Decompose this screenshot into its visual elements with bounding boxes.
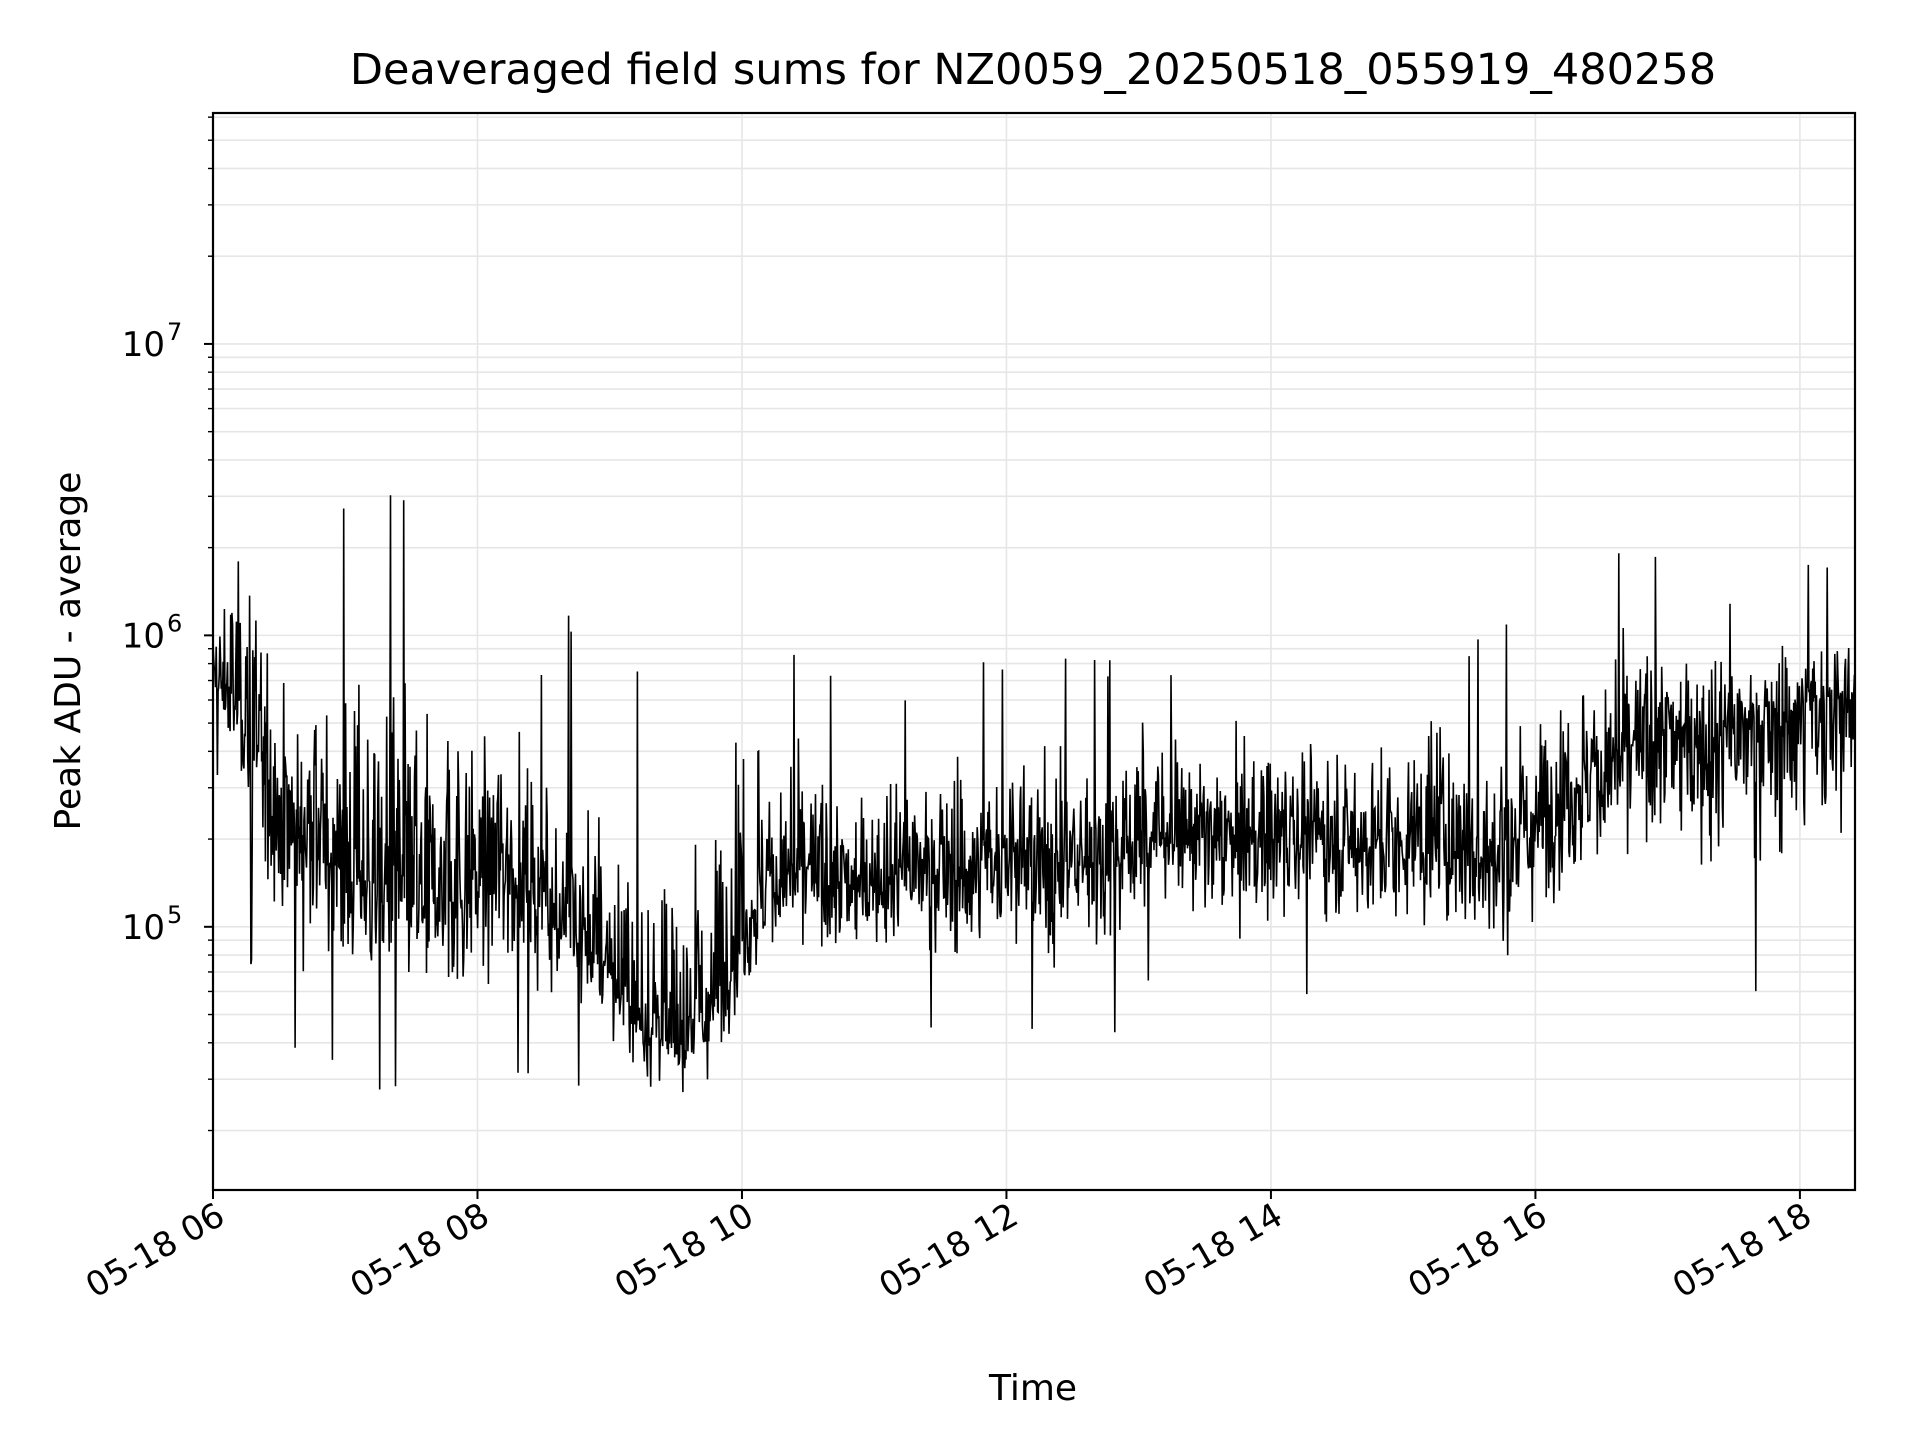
x-axis: 05-18 06 05-18 08 05-18 10 05-18 12 05-18 14…: [79, 1190, 1818, 1306]
x-tick-label: 05-18 06: [79, 1195, 231, 1306]
x-tick-label: 05-18 12: [873, 1195, 1025, 1306]
x-tick-label: 05-18 14: [1137, 1195, 1289, 1306]
x-tick-label: 05-18 18: [1666, 1195, 1818, 1306]
y-tick-label: 10 5: [122, 901, 183, 948]
y-tick-base: 10: [122, 616, 165, 656]
x-axis-label: Time: [988, 1368, 1077, 1409]
y-tick-base: 10: [122, 908, 165, 948]
series-line: [213, 495, 1855, 1093]
y-tick-label: 10 6: [122, 609, 183, 656]
x-tick-label: 05-18 10: [608, 1195, 760, 1306]
y-tick-label: 10 7: [122, 318, 183, 365]
y-tick-base: 10: [122, 325, 165, 365]
y-axis-label: Peak ADU - average: [48, 472, 89, 831]
y-tick-exponent: 5: [167, 901, 182, 929]
chart-title: Deaveraged field sums for NZ0059_2025051…: [350, 45, 1716, 95]
x-tick-label: 05-18 08: [344, 1195, 496, 1306]
x-tick-label: 05-18 16: [1402, 1195, 1554, 1306]
y-tick-exponent: 6: [167, 609, 182, 637]
plot-area: [213, 495, 1855, 1093]
plot-frame: [211, 111, 1857, 1192]
grid: [212, 113, 1855, 1190]
y-tick-exponent: 7: [167, 318, 182, 346]
